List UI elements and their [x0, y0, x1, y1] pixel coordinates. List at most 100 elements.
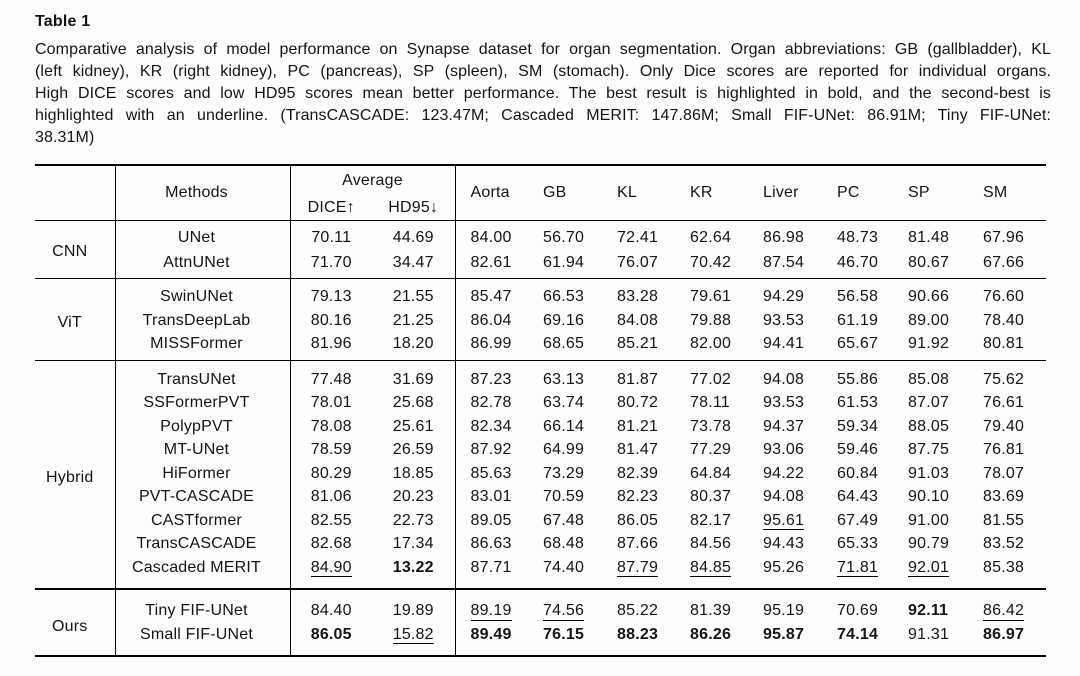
score-cell: 91.92	[893, 332, 968, 360]
score-cell: 83.52	[968, 533, 1046, 557]
score: 80.81	[983, 335, 1025, 352]
score: 55.86	[837, 370, 879, 388]
second-best-score: 74.56	[543, 602, 585, 621]
best-score: 89.49	[470, 625, 512, 643]
score-cell: 89.00	[893, 309, 968, 333]
score: 17.34	[392, 535, 434, 553]
score-cell: 82.00	[675, 332, 748, 360]
score-cell: 25.61	[372, 415, 456, 439]
score: 95.26	[763, 558, 805, 576]
score: 71.70	[310, 254, 352, 271]
score: 34.47	[392, 254, 434, 271]
score: 94.29	[763, 288, 805, 305]
score: 48.73	[837, 229, 879, 246]
score-cell: 13.22	[372, 556, 456, 589]
score: 77.48	[310, 370, 352, 388]
score: 94.08	[763, 370, 805, 388]
score: 93.53	[763, 311, 805, 329]
score: 80.37	[690, 488, 732, 506]
organ-header-sm: SM	[983, 184, 1008, 201]
score: 62.64	[690, 229, 732, 246]
score-cell: 92.11	[893, 588, 968, 623]
score: 80.29	[310, 464, 352, 482]
score-cell: 67.96	[968, 220, 1046, 251]
score: 63.13	[543, 370, 585, 388]
score: 87.54	[763, 254, 805, 271]
score-cell: 68.65	[528, 332, 602, 360]
score-cell: 87.71	[455, 556, 528, 589]
score: 90.66	[908, 288, 950, 305]
score: 82.17	[690, 511, 732, 529]
table-row: TransDeepLab 80.16 21.25 86.04 69.16 84.08 79.…	[35, 308, 1046, 333]
model-group-label: Hybrid	[35, 360, 116, 589]
score-cell: 85.21	[602, 332, 675, 360]
best-score: 76.15	[543, 625, 585, 643]
organ-header-aorta: Aorta	[470, 184, 510, 201]
score: 61.19	[837, 311, 879, 329]
score-cell: 85.63	[455, 462, 528, 486]
score-cell: 82.23	[602, 486, 675, 510]
score-cell: 81.21	[602, 415, 675, 439]
organ-header-kr: KR	[690, 184, 713, 201]
second-best-score: 95.61	[763, 511, 805, 531]
score: 73.78	[690, 417, 732, 435]
second-best-score: 87.79	[617, 558, 659, 578]
score: 76.07	[617, 254, 659, 271]
score: 86.99	[470, 335, 512, 352]
score: 91.92	[908, 335, 950, 352]
score: 85.08	[908, 370, 950, 388]
score: 94.41	[763, 335, 805, 352]
score: 80.67	[908, 254, 950, 271]
second-best-score: 15.82	[392, 625, 434, 644]
score-cell: 89.49	[455, 623, 528, 656]
table-row: PVT-CASCADE 81.06 20.23 83.01 70.59 82.23 80.3…	[35, 485, 1046, 510]
score: 21.25	[392, 311, 434, 329]
score: 82.39	[617, 464, 659, 482]
score-cell: 95.61	[748, 509, 822, 533]
score-cell: 59.34	[822, 415, 893, 439]
score: 87.92	[470, 441, 512, 459]
score: 66.14	[543, 417, 585, 435]
score-cell: 87.92	[455, 439, 528, 463]
score-cell: 94.43	[748, 533, 822, 557]
score-cell: 94.41	[748, 332, 822, 360]
score-cell: 92.01	[893, 556, 968, 589]
score-cell: 48.73	[822, 220, 893, 251]
method-name: SSFormerPVT	[115, 391, 291, 415]
score: 67.66	[983, 254, 1025, 271]
score: 81.48	[908, 229, 950, 246]
score-cell: 93.53	[748, 309, 822, 333]
score-cell: 88.23	[602, 623, 675, 656]
caption-line: Comparative analysis of model performanc…	[35, 41, 1051, 58]
method-name: MT-UNet	[115, 438, 291, 462]
score: 82.78	[470, 394, 512, 412]
score-cell: 67.66	[968, 251, 1046, 279]
score: 81.96	[310, 335, 352, 352]
score-cell: 78.07	[968, 462, 1046, 486]
score-cell: 79.61	[675, 277, 748, 309]
score: 64.43	[837, 488, 879, 506]
score: 93.53	[763, 394, 805, 412]
method-name: MISSFormer	[115, 332, 291, 361]
best-score: 74.14	[837, 625, 879, 643]
score-cell: 89.19	[455, 588, 528, 623]
score: 82.34	[470, 417, 512, 435]
second-best-score: 89.19	[470, 602, 512, 621]
score-cell: 90.10	[893, 486, 968, 510]
score-cell: 61.19	[822, 309, 893, 333]
score-cell: 87.07	[893, 392, 968, 416]
score-cell: 95.87	[748, 623, 822, 656]
score: 18.20	[392, 335, 434, 352]
score-cell: 86.05	[290, 623, 372, 656]
caption-line: (left kidney), KR (right kidney), PC (pa…	[35, 63, 1051, 80]
score: 75.62	[983, 370, 1025, 388]
score: 61.94	[543, 254, 585, 271]
score-cell: 83.28	[602, 277, 675, 309]
method-name: AttnUNet	[115, 250, 291, 279]
table-row: MT-UNet 78.59 26.59 87.92 64.99 81.47 77.29 93.…	[35, 438, 1046, 463]
score-cell: 76.15	[528, 623, 602, 656]
score-cell: 76.07	[602, 251, 675, 279]
score-cell: 62.64	[675, 220, 748, 251]
score-cell: 15.82	[372, 622, 456, 656]
